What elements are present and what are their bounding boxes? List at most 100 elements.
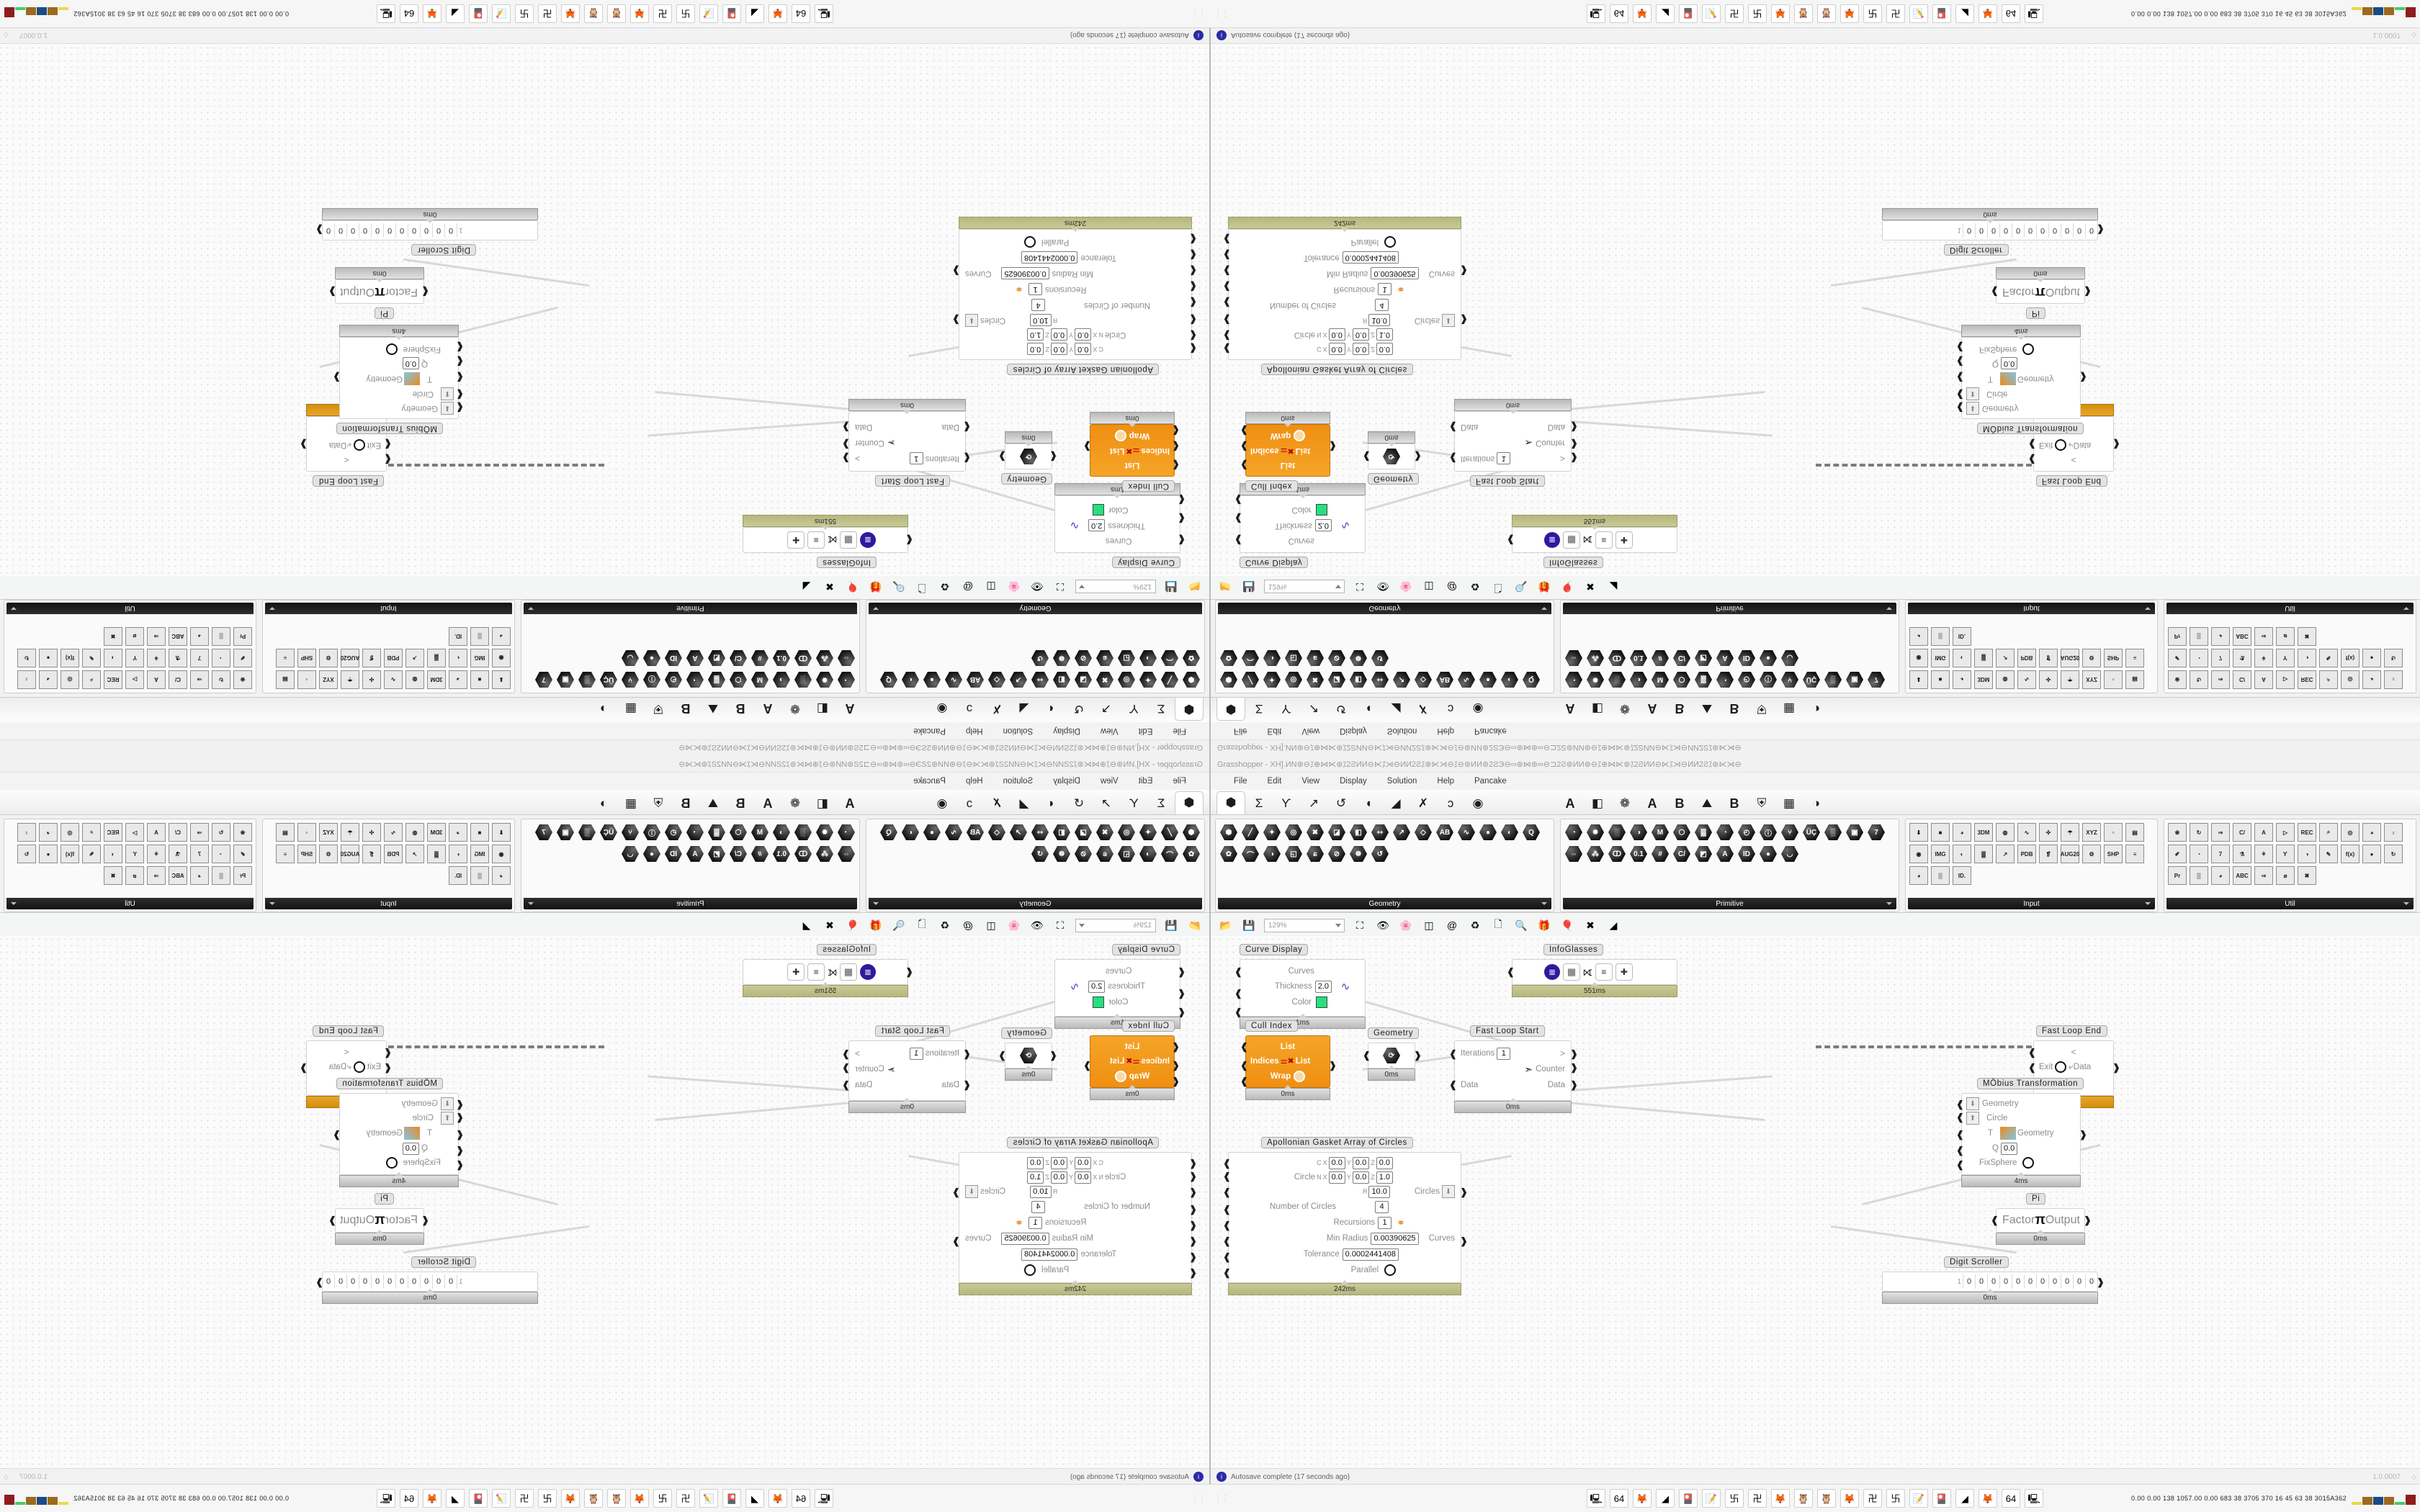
ribbon-component-icon[interactable]: SHP <box>2103 648 2123 668</box>
ribbon-component-icon[interactable]: ↺ <box>1370 648 1390 668</box>
circle-cx[interactable]: 0.0 <box>1328 343 1345 356</box>
input-pin[interactable]: ❰ <box>1189 315 1197 325</box>
output-pin[interactable]: ❱ <box>1414 1050 1422 1061</box>
flatten-icon[interactable]: ⬇ <box>965 314 978 327</box>
menu-edit[interactable]: Edit <box>1138 726 1153 735</box>
menu-help[interactable]: Help <box>965 726 983 735</box>
pancake-tab[interactable]: A <box>763 796 773 811</box>
geometry-param-component[interactable]: Geometry ❰ ⟳ ❱ 0ms <box>1363 431 1422 485</box>
grid-tab[interactable]: ▦ <box>1783 796 1796 810</box>
intersect-tab[interactable]: ✗ <box>991 796 1003 810</box>
ribbon-component-icon[interactable]: ◩ <box>707 844 727 864</box>
input-pin[interactable]: ❰ <box>1189 1204 1197 1215</box>
wrap-toggle[interactable] <box>1114 1070 1126 1082</box>
firefox-icon[interactable]: 🦊 <box>561 1489 580 1508</box>
ribbon-component-icon[interactable]: ID. <box>448 865 468 886</box>
document-icon[interactable]: 🗋 <box>918 582 926 594</box>
ribbon-component-icon[interactable]: ⇒ <box>2254 626 2274 647</box>
ribbon-component-icon[interactable]: C/ <box>728 648 748 668</box>
ribbon-component-icon[interactable]: ≡ <box>275 648 295 668</box>
ribbon-component-icon[interactable]: ◑ <box>2297 648 2317 668</box>
ribbon-component-icon[interactable]: M <box>750 670 770 690</box>
ribbon-component-icon[interactable]: ❀ <box>233 670 253 690</box>
component-body[interactable]: ❰ Iterations 1 > ❱ ➣ Counter ❱ <box>842 411 971 472</box>
ribbon-component-icon[interactable]: ◍ <box>405 822 425 842</box>
digit-cell[interactable]: 0 <box>347 223 359 238</box>
input-pin[interactable]: ❰ <box>1223 1187 1231 1197</box>
input-pin[interactable]: ❰ <box>1956 342 1964 353</box>
input-pin[interactable]: ❰ <box>1223 1220 1231 1230</box>
ribbon-component-icon[interactable]: ❀ <box>2167 822 2187 842</box>
ribbon-component-icon[interactable]: REC <box>103 822 123 842</box>
input-pin[interactable]: ❰ <box>1178 1007 1186 1017</box>
output-pin[interactable]: ❱ <box>315 225 323 235</box>
ribbon-component-icon[interactable]: ⁂ <box>1585 648 1605 668</box>
ribbon-component-icon[interactable]: ◔ <box>2189 844 2209 864</box>
circle-ny[interactable]: 0.0 <box>1352 1171 1370 1184</box>
floppy64-icon[interactable]: 64 <box>2002 4 2020 23</box>
ribbon-component-icon[interactable]: ■ <box>1930 822 1950 842</box>
spray-icon[interactable]: ◢ <box>802 919 811 931</box>
ribbon-component-icon[interactable]: ▓ <box>707 822 727 842</box>
crystal-tab[interactable]: ◧ <box>816 702 829 716</box>
output-pin[interactable]: ❱ <box>842 1048 850 1059</box>
bake-icon[interactable]: 🌸 <box>1399 581 1412 593</box>
ribbon-component-icon[interactable]: ◐ <box>1500 670 1520 690</box>
menu-edit[interactable]: Edit <box>1138 777 1153 786</box>
ribbon-component-icon[interactable]: ◑ <box>771 822 792 842</box>
exit-toggle[interactable] <box>353 1061 365 1073</box>
ribbon-component-icon[interactable]: ↗ <box>1008 670 1028 690</box>
bowerbird-tab[interactable]: B <box>681 796 691 811</box>
menu-file[interactable]: File <box>1173 726 1186 735</box>
digit-sign[interactable]: 1 <box>459 1277 463 1286</box>
input-pin[interactable]: ❰ <box>1189 1157 1197 1169</box>
ribbon-component-icon[interactable]: f(x) <box>2340 648 2360 668</box>
floppy64-icon[interactable]: 64 <box>2002 1489 2020 1508</box>
ribbon-group-label[interactable]: Util <box>2166 603 2414 614</box>
shield-tab[interactable]: ⛨ <box>653 702 663 716</box>
input-pin[interactable]: ❰ <box>1956 1145 1964 1156</box>
parallel-toggle[interactable] <box>1384 236 1396 248</box>
ribbon-component-icon[interactable]: ⁂ <box>815 844 835 864</box>
floppy64-icon[interactable]: 64 <box>400 4 418 23</box>
ribbon-component-icon[interactable]: ÜÇ <box>1801 670 1821 690</box>
digit-cell[interactable]: 0 <box>1975 1274 1987 1289</box>
ribbon-component-icon[interactable]: A <box>685 844 705 864</box>
ribbon-component-icon[interactable]: ◧ <box>1348 822 1368 842</box>
ribbon-component-icon[interactable]: ◕ <box>491 626 511 647</box>
input-pin[interactable]: ❰ <box>1178 495 1186 505</box>
save-icon[interactable]: 💾 <box>1165 581 1178 593</box>
circle-ny[interactable]: 0.0 <box>1352 328 1370 341</box>
ribbon-component-icon[interactable]: ☸ <box>1348 648 1368 668</box>
ribbon-component-icon[interactable]: 7 <box>2210 648 2231 668</box>
digit-cell[interactable]: 0 <box>2012 1274 2024 1289</box>
digit-cell[interactable]: 0 <box>384 223 396 238</box>
ribbon-component-icon[interactable]: ◐ <box>1500 822 1520 842</box>
ribbon-component-icon[interactable]: ⓘ <box>642 822 662 842</box>
digit-cell[interactable]: 0 <box>2048 1274 2061 1289</box>
ribbon-component-icon[interactable]: ↗ <box>405 648 425 668</box>
menu-solution[interactable]: Solution <box>1003 777 1034 786</box>
input-pin[interactable]: ❰ <box>1507 535 1515 546</box>
dark-app-icon[interactable]: ◢ <box>446 4 465 23</box>
notepad-icon[interactable]: 📝 <box>699 4 718 23</box>
ribbon-component-icon[interactable]: ⇔ <box>836 844 856 864</box>
ribbon-component-icon[interactable]: ABC <box>2232 865 2252 886</box>
ribbon-component-icon[interactable]: ◕ <box>189 626 210 647</box>
surface-tab[interactable]: ◖ <box>1364 796 1373 810</box>
menu-help[interactable]: Help <box>965 777 983 786</box>
digit-cell[interactable]: 0 <box>1963 1274 1975 1289</box>
circle-cx[interactable]: 0.0 <box>1328 1156 1345 1169</box>
circle-cy[interactable]: 0.0 <box>1050 1156 1068 1169</box>
anemone-tab[interactable]: A <box>845 701 855 716</box>
ribbon-component-icon[interactable]: ◎ <box>60 822 80 842</box>
curve-tab[interactable]: ↺ <box>1073 796 1085 810</box>
ribbon-component-icon[interactable]: ⚘ <box>146 648 166 668</box>
curve-display-component[interactable]: Curve Display ❰ Curves ❰ Thickness 2.0 ∿ <box>1054 944 1186 1029</box>
red-app-icon[interactable]: 🎴 <box>1679 1489 1698 1508</box>
ribbon-component-icon[interactable]: ◕ <box>38 822 58 842</box>
sets-tab[interactable]: Ƴ <box>1129 796 1139 810</box>
menu-display[interactable]: Display <box>1340 726 1367 735</box>
output-pin[interactable]: ❱ <box>315 1277 323 1287</box>
